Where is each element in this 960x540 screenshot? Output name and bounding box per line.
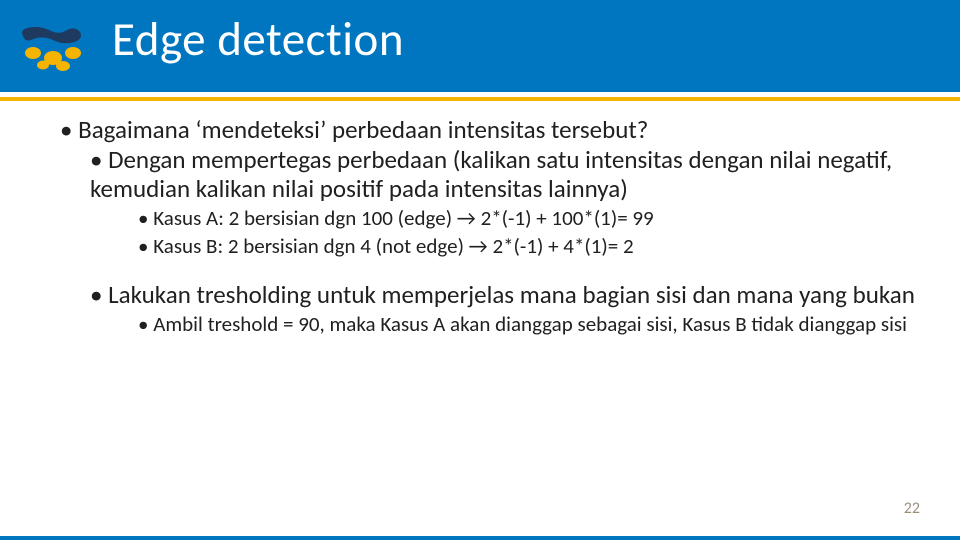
slide: Edge detection Bagaimana ‘mendeteksi’ pe…: [0, 0, 960, 540]
bottom-line: [0, 536, 960, 540]
page-number: 22: [904, 499, 920, 518]
logo-icon: [15, 18, 100, 73]
bullet-l2: Lakukan tresholding untuk memperjelas ma…: [90, 280, 925, 310]
bullet-l1: Bagaimana ‘mendeteksi’ perbedaan intensi…: [60, 115, 925, 145]
slide-title: Edge detection: [112, 10, 404, 68]
content-area: Bagaimana ‘mendeteksi’ perbedaan intensi…: [60, 115, 925, 338]
accent-line: [0, 97, 960, 101]
bullet-l3: Kasus B: 2 bersisian dgn 4 (not edge) → …: [138, 232, 925, 260]
bullet-l3: Kasus A: 2 bersisian dgn 100 (edge) → 2*…: [138, 204, 925, 232]
bullet-l2: Dengan mempertegas perbedaan (kalikan sa…: [90, 145, 925, 204]
bullet-l3: Ambil treshold = 90, maka Kasus A akan d…: [138, 310, 925, 338]
